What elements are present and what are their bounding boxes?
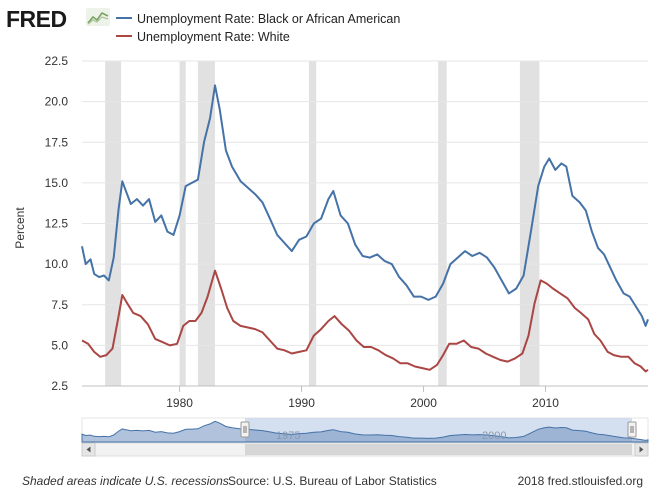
fred-logo[interactable]: FRED <box>6 6 67 32</box>
chart-legend: Unemployment Rate: Black or African Amer… <box>116 10 400 46</box>
chart-footer: Shaded areas indicate U.S. recessions So… <box>0 472 668 490</box>
navigator-handle-right[interactable] <box>627 421 637 438</box>
scrollbar-thumb[interactable] <box>245 444 632 455</box>
y-tick-label-17.5: 17.5 <box>45 135 69 149</box>
source-text: Source: U.S. Bureau of Labor Statistics <box>228 474 437 488</box>
y-tick-label-5.0: 5.0 <box>51 338 68 352</box>
x-axis-ticks: 1980 1990 2000 2010 <box>82 385 648 410</box>
navigator-series <box>81 420 649 443</box>
y-tick-label-2.5: 2.5 <box>51 379 68 393</box>
y-tick-label-20.0: 20.0 <box>45 95 69 109</box>
navigator-handle-left[interactable] <box>240 421 250 438</box>
copyright-link[interactable]: 2018 fred.stlouisfed.org <box>517 474 643 488</box>
scroll-right-button[interactable] <box>634 442 649 457</box>
y-tick-label-15.0: 15.0 <box>45 176 69 190</box>
y-axis-label: Percent <box>13 207 27 249</box>
legend-swatch-white <box>116 34 132 37</box>
line-chart-icon <box>86 8 110 26</box>
legend-label-black: Unemployment Rate: Black or African Amer… <box>137 12 401 26</box>
series-lines <box>81 84 649 373</box>
y-axis-ticks: 2.5 5.0 7.5 10.0 12.5 15.0 17.5 20.0 22.5 <box>45 54 69 393</box>
series-line-black-rate <box>81 84 649 327</box>
navigator-label-1975: 1975 <box>276 430 300 442</box>
x-tick-label-1990: 1990 <box>288 396 315 410</box>
scroll-left-button[interactable] <box>81 442 96 457</box>
x-tick-label-2010: 2010 <box>532 396 559 410</box>
legend-swatch-black <box>116 16 132 19</box>
line-chart: 2.55.07.510.012.515.017.520.022.5 1980 19… <box>13 54 649 410</box>
y-tick-label-22.5: 22.5 <box>45 54 69 68</box>
chevron-left-icon <box>86 446 91 453</box>
chevron-right-icon <box>639 446 644 453</box>
y-tick-label-12.5: 12.5 <box>45 217 69 231</box>
x-tick-label-1980: 1980 <box>166 396 193 410</box>
chart-header: FRED Unemployment Rate: Black or African… <box>0 0 668 52</box>
navigator-label-2000: 2000 <box>482 430 506 442</box>
legend-item-black-rate[interactable]: Unemployment Rate: Black or African Amer… <box>116 10 400 28</box>
y-tick-label-10.0: 10.0 <box>45 257 69 271</box>
series-line-white-rate <box>81 269 649 373</box>
recession-note: Shaded areas indicate U.S. recessions <box>22 474 229 488</box>
legend-item-white-rate[interactable]: Unemployment Rate: White <box>116 28 400 46</box>
y-tick-label-7.5: 7.5 <box>51 298 68 312</box>
legend-label-white: Unemployment Rate: White <box>137 30 290 44</box>
range-navigator[interactable]: 1975 2000 <box>0 416 668 460</box>
x-tick-label-2000: 2000 <box>410 396 437 410</box>
